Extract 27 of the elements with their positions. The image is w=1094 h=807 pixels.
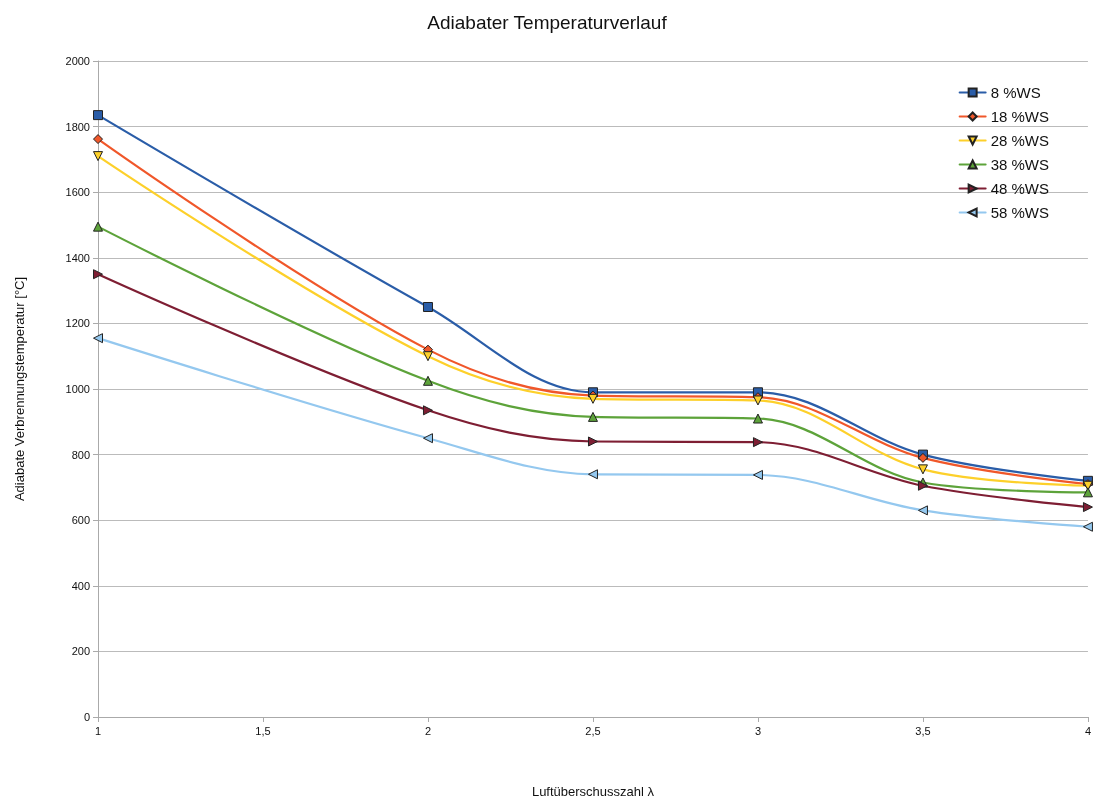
y-tick-label: 1000 (65, 383, 90, 395)
legend-label: 48 %WS (990, 180, 1050, 197)
x-tick-label: 2,5 (585, 724, 601, 737)
y-tick-label: 0 (83, 711, 90, 723)
y-axis-title: Adiabate Verbrennungstemperatur [°C] (12, 276, 27, 502)
x-tick-label: 1 (94, 724, 102, 737)
x-tick-label: 2 (424, 724, 432, 737)
legend-label: 28 %WS (990, 132, 1050, 149)
y-tick-label: 2000 (65, 55, 90, 67)
y-tick-label: 1200 (65, 317, 90, 330)
y-tick-label: 1400 (65, 251, 90, 264)
x-tick-label: 4 (1084, 724, 1091, 737)
x-tick-label: 3 (754, 724, 762, 737)
y-tick-label: 800 (71, 448, 90, 461)
legend-label: 8 %WS (990, 84, 1041, 101)
chart-title: Adiabater Temperaturverlauf (427, 12, 668, 33)
y-tick-label: 600 (71, 514, 90, 527)
legend-label: 38 %WS (990, 156, 1050, 173)
x-tick-label: 3,5 (915, 724, 931, 737)
legend-label: 18 %WS (990, 108, 1050, 125)
x-axis-title: Luftüberschusszahl λ (531, 784, 655, 799)
y-tick-label: 1600 (65, 186, 90, 199)
y-tick-label: 400 (71, 579, 90, 592)
x-tick-label: 1,5 (255, 724, 271, 737)
legend-label: 58 %WS (990, 204, 1050, 221)
y-tick-label: 1800 (65, 120, 90, 133)
y-tick-label: 200 (71, 645, 90, 658)
